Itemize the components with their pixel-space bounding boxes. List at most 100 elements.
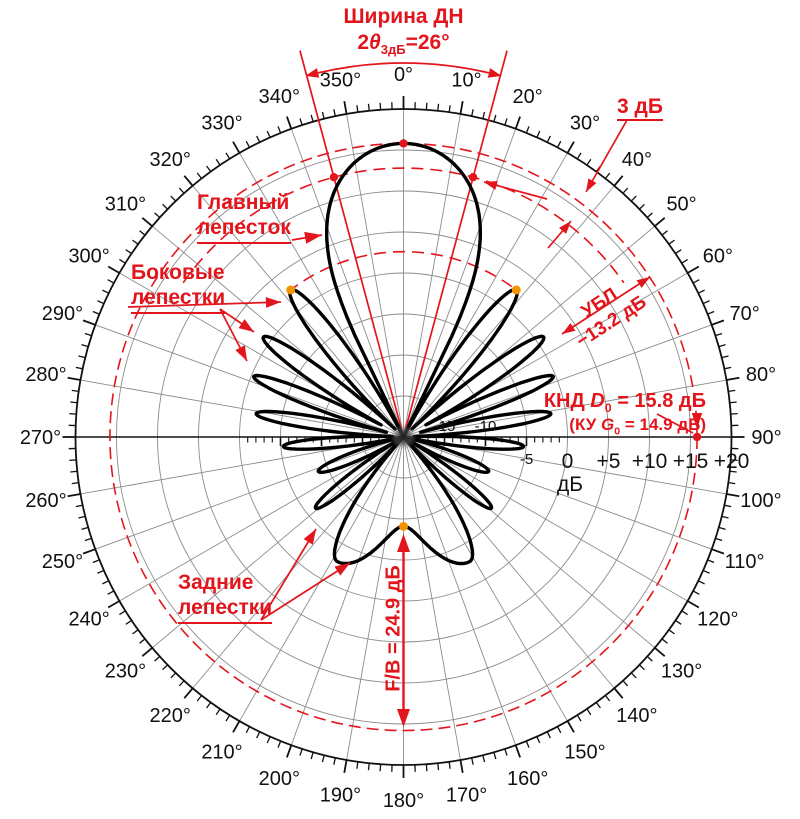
rim-tick <box>162 664 169 671</box>
rim-tick <box>654 217 666 227</box>
rim-tick <box>493 114 497 122</box>
rim-tick <box>367 763 370 771</box>
rim-tick <box>107 265 120 274</box>
rim-tick <box>675 619 682 625</box>
degree-label: 160° <box>507 768 548 790</box>
front-to-back-label: F/B = 24.9 дБ <box>382 565 405 692</box>
rim-tick <box>92 559 100 564</box>
rim-tick <box>504 118 508 126</box>
rim-tick <box>681 610 688 616</box>
grid-spoke <box>95 436 404 550</box>
three-db-label: 3 дБ <box>617 95 663 121</box>
rim-tick <box>702 569 710 574</box>
marker-dot-red <box>692 432 702 442</box>
three-db-touch-arrow-head <box>484 180 498 190</box>
rim-tick <box>437 763 440 771</box>
rim-tick <box>343 101 348 115</box>
rim-tick <box>482 755 486 763</box>
directivity-leader <box>656 413 694 434</box>
rim-tick <box>162 203 169 210</box>
rim-tick <box>546 135 551 143</box>
db-axis-label: -10 <box>475 418 497 435</box>
rim-tick <box>514 744 521 758</box>
grid-spoke <box>403 436 568 722</box>
rim-tick <box>107 600 120 609</box>
rim-tick <box>661 638 668 644</box>
degree-label: 60° <box>703 246 733 268</box>
rim-tick <box>728 389 736 392</box>
db-axis-label: 0 <box>562 450 574 473</box>
rim-tick <box>75 366 83 370</box>
rim-tick <box>71 389 79 392</box>
rim-tick <box>206 165 212 173</box>
rim-tick <box>556 726 562 734</box>
rim-tick <box>702 300 710 305</box>
marker-dot-orange <box>286 285 296 295</box>
rim-tick <box>471 757 474 765</box>
rim-tick <box>154 212 161 219</box>
beamwidth-arc-arrow-head <box>487 68 502 78</box>
degree-label: 120° <box>697 609 738 631</box>
rim-tick <box>546 731 551 739</box>
three-db-leader <box>585 119 628 193</box>
rim-tick <box>78 515 86 519</box>
rim-tick <box>698 289 705 294</box>
rim-tick <box>525 126 530 134</box>
grid-spoke <box>403 379 727 438</box>
rim-tick <box>139 230 146 236</box>
rim-tick <box>225 152 231 160</box>
rim-tick <box>67 376 81 381</box>
grid-spoke <box>403 436 656 649</box>
rim-tick <box>215 158 221 166</box>
degree-label: 230° <box>105 660 146 682</box>
degree-label: 350° <box>320 70 361 92</box>
db-axis-label: +20 <box>714 450 750 473</box>
db-axis-unit-label: дБ <box>557 473 583 496</box>
rim-tick <box>692 279 700 284</box>
rim-tick <box>692 590 700 595</box>
rim-tick <box>84 537 92 542</box>
rim-tick <box>70 470 78 473</box>
rim-tick <box>81 344 89 348</box>
degree-label: 70° <box>729 303 759 325</box>
rim-tick <box>729 470 737 473</box>
rim-tick <box>310 752 314 760</box>
directivity-label: КНД D0 = 15.8 дБ (КУ G0 = 14.9 дБ) <box>516 390 706 438</box>
rim-tick <box>675 249 682 255</box>
rim-tick <box>536 130 541 138</box>
rim-tick <box>586 158 592 166</box>
rim-tick <box>102 289 109 294</box>
degree-label: 280° <box>25 364 66 386</box>
rim-tick <box>718 344 726 348</box>
rim-tick <box>448 105 451 113</box>
rim-tick <box>576 714 582 722</box>
rim-tick <box>78 355 86 359</box>
rim-tick <box>256 135 261 143</box>
degree-label: 250° <box>42 551 83 573</box>
rim-tick <box>613 687 624 699</box>
grid-spoke <box>95 324 404 438</box>
rim-tick <box>102 580 109 585</box>
grid-spoke <box>403 436 712 550</box>
rim-tick <box>132 239 139 245</box>
rim-tick <box>132 629 139 635</box>
rim-tick <box>125 249 132 255</box>
db-axis-label: +15 <box>673 450 709 473</box>
rim-tick <box>448 761 451 769</box>
grid-spoke <box>346 113 404 438</box>
degree-label: 200° <box>259 768 300 790</box>
rim-tick <box>622 680 629 687</box>
rim-tick <box>232 141 241 154</box>
rim-tick <box>256 731 261 739</box>
rim-tick <box>504 748 508 756</box>
sll-dimension-arrow <box>561 276 651 335</box>
rim-tick <box>459 759 464 773</box>
rim-tick <box>721 515 729 519</box>
degree-label: 40° <box>622 149 652 171</box>
rim-tick <box>125 619 132 625</box>
rim-tick <box>310 114 314 122</box>
rim-tick <box>718 526 726 530</box>
grid-spoke <box>151 436 404 649</box>
rim-tick <box>493 752 497 760</box>
degree-label: 50° <box>666 194 696 216</box>
